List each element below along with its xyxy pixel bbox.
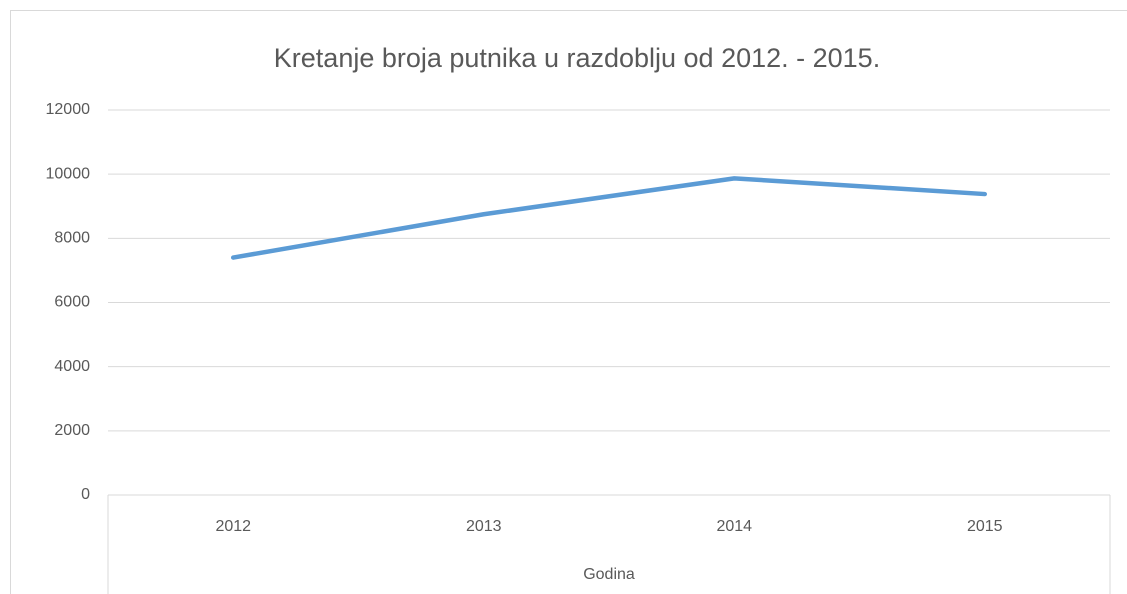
- x-tick-label: 2013: [466, 518, 502, 535]
- x-axis-label: Godina: [583, 566, 635, 583]
- x-tick-label: 2012: [215, 518, 251, 535]
- y-tick-label: 12000: [46, 101, 91, 118]
- y-tick-label: 0: [81, 486, 90, 503]
- y-tick-label: 8000: [54, 230, 90, 247]
- x-tick-label: 2014: [716, 518, 752, 535]
- y-tick-label: 6000: [54, 294, 90, 311]
- x-tick-label: 2015: [967, 518, 1003, 535]
- series-line: [231, 176, 987, 260]
- chart-title: Kretanje broja putnika u razdoblju od 20…: [274, 43, 880, 73]
- chart-border: [10, 10, 1127, 594]
- y-tick-label: 4000: [54, 358, 90, 375]
- y-tick-label: 10000: [46, 165, 91, 182]
- y-tick-label: 2000: [54, 422, 90, 439]
